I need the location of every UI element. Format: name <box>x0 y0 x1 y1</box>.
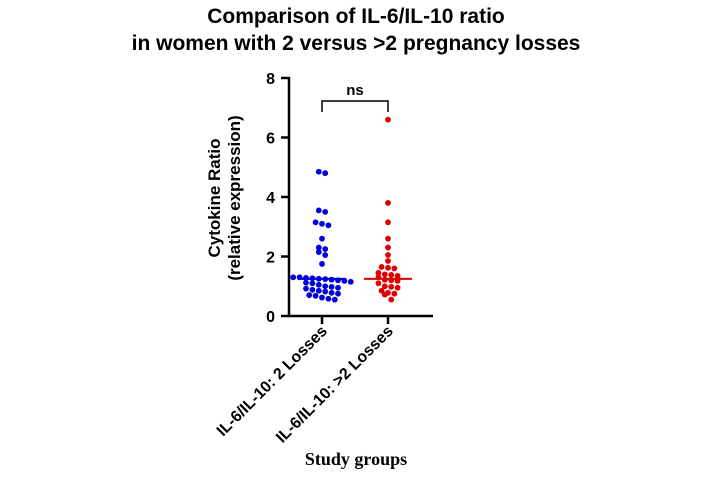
y-tick-label: 2 <box>266 250 275 267</box>
data-point <box>309 280 316 287</box>
data-point <box>312 219 319 226</box>
data-point <box>385 235 391 242</box>
data-point <box>385 200 391 206</box>
data-point <box>322 283 329 290</box>
data-point <box>319 261 325 267</box>
data-point <box>322 252 329 258</box>
data-point <box>347 278 354 285</box>
data-point <box>378 264 385 270</box>
data-point <box>394 284 401 291</box>
data-point <box>385 264 391 271</box>
data-point <box>388 296 395 303</box>
data-point <box>319 294 325 301</box>
data-point <box>322 208 329 215</box>
data-point <box>385 219 391 226</box>
significance-bracket <box>321 100 389 112</box>
data-point <box>391 290 398 297</box>
data-point <box>381 283 388 290</box>
data-point <box>375 269 382 276</box>
data-point <box>385 252 391 258</box>
data-point <box>319 235 325 242</box>
data-point <box>394 272 401 279</box>
data-point <box>385 258 391 264</box>
data-point <box>290 274 297 281</box>
data-point <box>303 279 309 286</box>
data-point <box>375 280 382 287</box>
data-point <box>319 220 325 227</box>
significance-label: ns <box>346 82 364 99</box>
data-point <box>381 291 388 298</box>
data-point <box>391 265 398 272</box>
data-point <box>322 246 329 252</box>
data-point <box>315 168 322 175</box>
data-point <box>309 286 316 293</box>
x-axis-title: Study groups <box>305 449 407 469</box>
data-point <box>325 222 332 229</box>
data-point <box>312 292 319 299</box>
chart-title-line-1: Comparison of IL-6/IL-10 ratio <box>207 5 505 28</box>
x-category-label: IL-6/IL-10: >2 Losses <box>273 323 397 447</box>
data-point <box>335 284 341 291</box>
data-point <box>388 283 395 290</box>
data-point <box>381 271 388 278</box>
data-point <box>388 272 395 278</box>
data-point <box>303 285 309 292</box>
data-point <box>385 116 391 123</box>
data-point <box>328 283 335 290</box>
chart-title-line-2: in women with 2 versus >2 pregnancy loss… <box>132 32 581 55</box>
data-point <box>315 207 322 214</box>
y-tick-label: 4 <box>266 190 275 207</box>
y-axis-title-line-2: (relative expression) <box>225 115 244 280</box>
data-point <box>315 244 322 251</box>
x-category-label: IL-6/IL-10: 2 Losses <box>214 323 331 440</box>
data-point <box>378 287 385 294</box>
y-tick-label: 6 <box>266 131 275 148</box>
data-point <box>335 290 341 297</box>
y-tick-label: 0 <box>266 309 275 326</box>
data-point <box>328 289 335 296</box>
data-point <box>325 295 332 302</box>
data-point <box>315 281 322 288</box>
y-tick-label: 8 <box>266 71 275 88</box>
data-point <box>331 296 338 303</box>
data-point <box>315 249 322 255</box>
data-point <box>322 288 329 295</box>
y-axis-title-line-1: Cytokine Ratio <box>205 138 224 257</box>
data-point <box>315 287 322 294</box>
data-point <box>322 170 329 177</box>
data-point <box>306 292 313 299</box>
data-point <box>385 244 391 251</box>
